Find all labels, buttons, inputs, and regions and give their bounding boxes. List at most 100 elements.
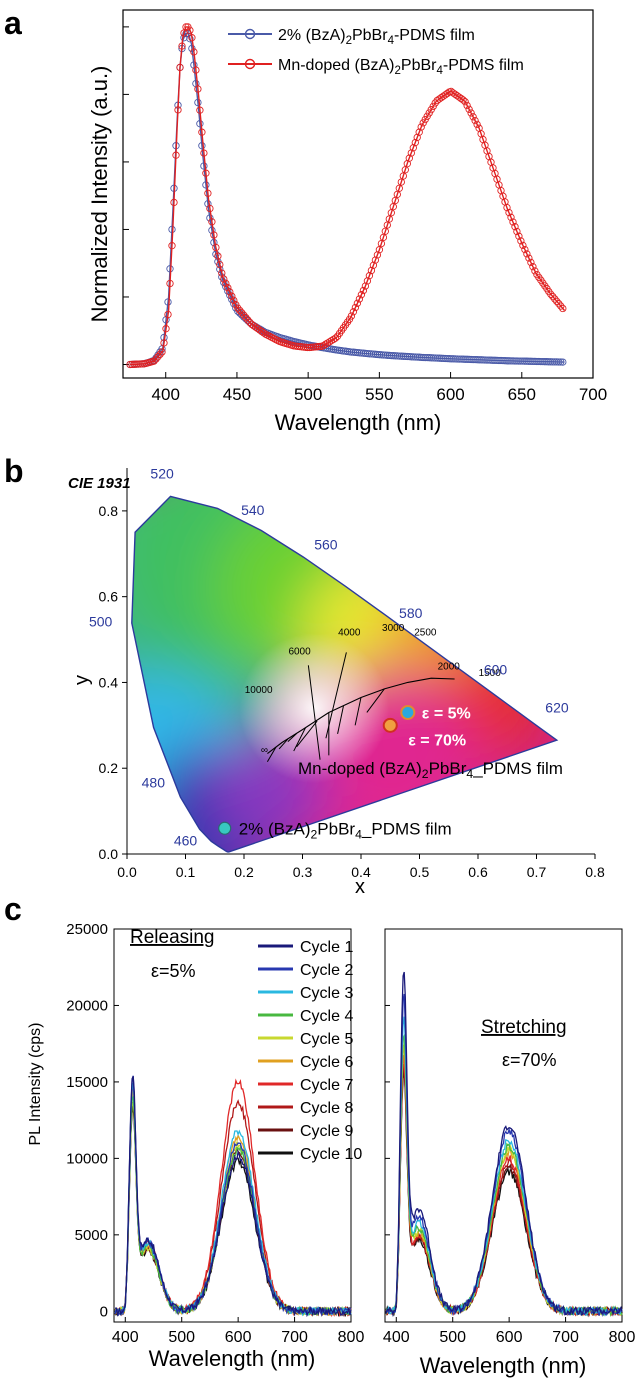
point-strain-70 bbox=[382, 717, 398, 733]
panel-b-ytick-label: 0.8 bbox=[99, 503, 119, 519]
data-point bbox=[521, 245, 529, 254]
point-strain-5 bbox=[400, 704, 416, 720]
panel-a-xtick-label: 450 bbox=[223, 385, 251, 404]
panel-b-heading: CIE 1931 bbox=[68, 475, 131, 492]
data-point bbox=[405, 154, 413, 162]
panel-b-ytick-label: 0.0 bbox=[99, 846, 119, 862]
panel-a-xtick-label: 600 bbox=[436, 385, 464, 404]
data-point bbox=[190, 48, 198, 56]
xtick-label: 500 bbox=[168, 1329, 195, 1346]
plot-frame bbox=[113, 928, 352, 1323]
data-point bbox=[152, 355, 160, 363]
data-point bbox=[216, 260, 224, 269]
wavelength-label: 540 bbox=[241, 502, 265, 518]
data-point bbox=[200, 149, 208, 157]
data-point bbox=[331, 334, 340, 342]
data-point bbox=[174, 106, 182, 114]
temperature-label: 2000 bbox=[438, 662, 461, 673]
planckian-locus: 10000 6000 4000 3000 2500 2000 1500 ∞ bbox=[245, 623, 502, 763]
panel-b-ytick-label: 0.4 bbox=[99, 674, 119, 690]
data-point bbox=[523, 250, 531, 258]
data-point bbox=[407, 353, 415, 361]
data-point bbox=[553, 297, 561, 306]
panel-a-xtick-label: 500 bbox=[294, 385, 322, 404]
panel-a-chart: 400 450 500 550 600 650 700 Wavelength (nm) No… bbox=[87, 9, 607, 435]
legend-label: Cycle 6 bbox=[300, 1054, 353, 1071]
data-point bbox=[509, 218, 517, 226]
data-point bbox=[353, 299, 362, 307]
ytick-label: 0 bbox=[100, 1303, 108, 1320]
data-point bbox=[355, 295, 364, 303]
panel-a-legend: 2% (BzA)2PbBr4-PDMS film Mn-doped (BzA)2… bbox=[228, 27, 524, 77]
stretching-label: Stretching bbox=[481, 1017, 567, 1038]
data-point bbox=[154, 353, 162, 361]
temperature-label: 4000 bbox=[338, 627, 361, 638]
data-point bbox=[467, 109, 475, 117]
panel-b-ytick-label: 0.2 bbox=[99, 760, 119, 776]
data-point bbox=[202, 181, 210, 189]
legend-label: Cycle 7 bbox=[300, 1077, 353, 1094]
data-point bbox=[469, 113, 477, 121]
data-point bbox=[559, 304, 567, 313]
temperature-label: 10000 bbox=[245, 685, 273, 696]
wavelength-label: 460 bbox=[174, 832, 198, 848]
data-point bbox=[527, 258, 535, 267]
panel-b-xtick-label: 0.2 bbox=[234, 864, 254, 880]
xtick-label: 700 bbox=[552, 1329, 579, 1346]
series-cycle-1 bbox=[114, 1076, 352, 1318]
data-point bbox=[359, 286, 368, 295]
data-point bbox=[443, 354, 451, 363]
panel-c-right-xlabel: Wavelength (nm) bbox=[420, 1353, 587, 1378]
data-point bbox=[186, 26, 194, 34]
data-point bbox=[557, 358, 565, 366]
plot-frame bbox=[384, 928, 623, 1323]
wavelength-label: 620 bbox=[545, 699, 569, 715]
data-point bbox=[228, 292, 236, 300]
temperature-label: 1500 bbox=[479, 668, 502, 679]
panel-b-ylabel: y bbox=[71, 675, 93, 685]
data-point bbox=[507, 213, 515, 221]
data-point bbox=[513, 227, 521, 236]
isotherm-line bbox=[354, 697, 362, 726]
data-point bbox=[198, 142, 206, 150]
wavelength-label: 600 bbox=[484, 662, 508, 678]
point-2pct-label: 2% (BzA)2PbBr4_PDMS film bbox=[239, 819, 452, 841]
data-point bbox=[194, 85, 202, 93]
data-point bbox=[325, 338, 334, 346]
data-point bbox=[539, 357, 547, 366]
panel-c-chart: 400 500 600 700 800 0 5000 10000 15000 20000 25000… bbox=[27, 921, 635, 1378]
data-point bbox=[475, 356, 483, 364]
data-point bbox=[511, 223, 519, 231]
ytick-label: 25000 bbox=[66, 921, 108, 938]
isotherm-line bbox=[307, 665, 321, 760]
series-cycle-4 bbox=[385, 1033, 623, 1318]
panel-a-frame bbox=[122, 9, 594, 379]
data-point bbox=[443, 89, 451, 98]
point-strain-70-label: ε = 70% bbox=[408, 732, 466, 749]
xtick-label: 400 bbox=[112, 1329, 139, 1346]
data-point bbox=[168, 242, 176, 250]
ytick-label: 15000 bbox=[66, 1074, 108, 1091]
panel-b-xtick-label: 0.0 bbox=[117, 864, 137, 880]
data-point bbox=[465, 105, 473, 113]
data-point bbox=[230, 296, 238, 305]
data-point bbox=[150, 357, 158, 365]
legend-marker-2pct bbox=[244, 28, 256, 40]
data-point bbox=[547, 290, 555, 298]
panel-a-xtick-label: 550 bbox=[365, 385, 393, 404]
legend-label: Cycle 5 bbox=[300, 1031, 353, 1048]
data-point bbox=[196, 106, 204, 114]
data-point bbox=[407, 149, 415, 157]
point-2pct-film bbox=[218, 821, 232, 835]
panel-b-letter: b bbox=[4, 453, 24, 489]
data-point bbox=[471, 116, 479, 125]
data-point bbox=[463, 101, 471, 110]
data-point bbox=[156, 350, 164, 359]
data-point bbox=[162, 316, 170, 324]
data-point bbox=[357, 291, 366, 299]
legend-label: Cycle 3 bbox=[300, 985, 353, 1002]
legend-label: Cycle 1 bbox=[300, 939, 353, 956]
legend-label: Cycle 2 bbox=[300, 962, 353, 979]
data-point bbox=[178, 42, 186, 50]
data-point bbox=[549, 292, 557, 301]
